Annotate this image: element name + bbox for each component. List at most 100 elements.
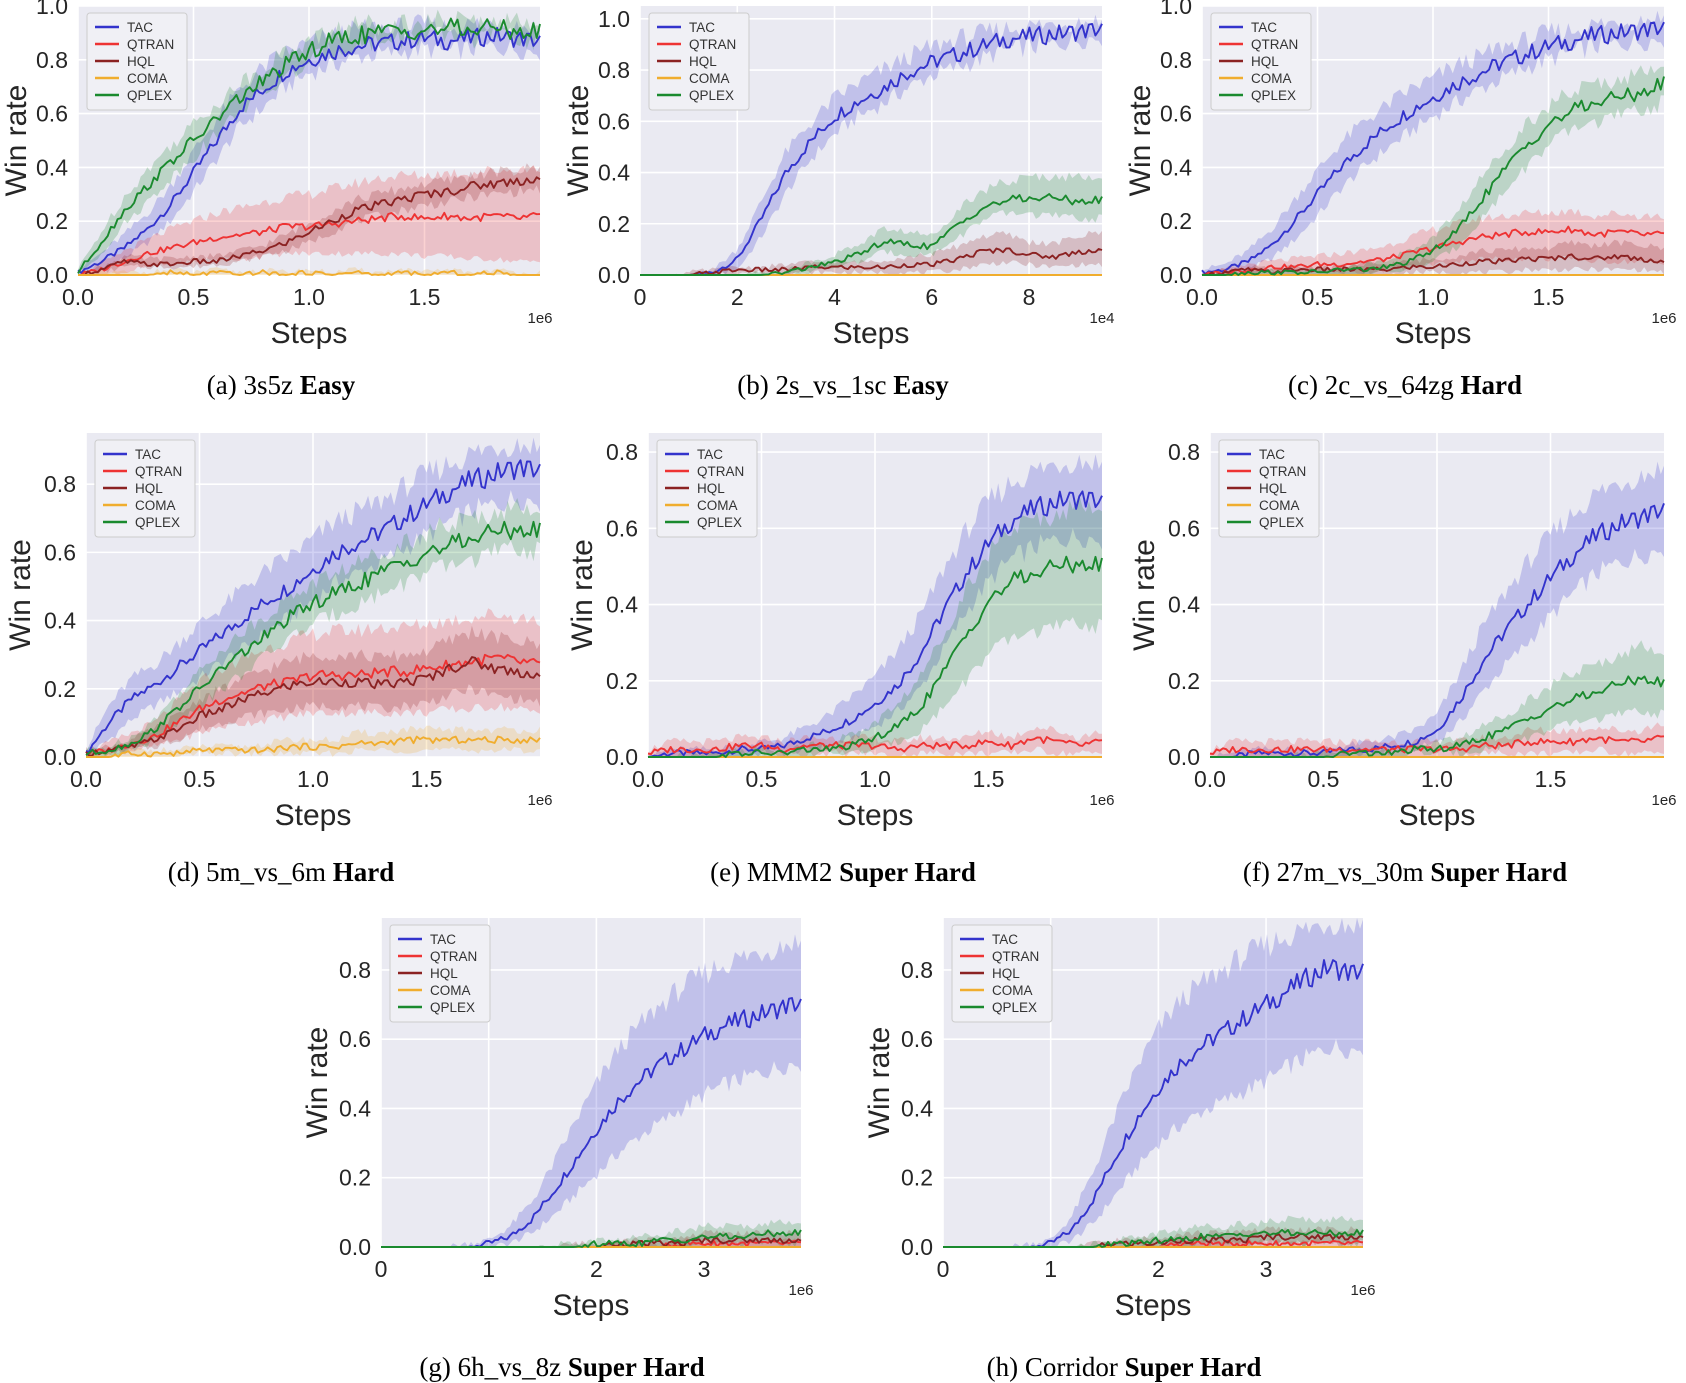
x-tick-label: 0.0 xyxy=(1186,284,1218,310)
legend-label-coma[interactable]: COMA xyxy=(992,983,1033,998)
confidence-band-qtran xyxy=(648,725,1102,757)
caption-difficulty: Hard xyxy=(1460,370,1522,400)
x-tick-label: 8 xyxy=(1023,284,1036,310)
legend-label-qtran[interactable]: QTRAN xyxy=(1251,37,1298,52)
chart-panel-e: 0.0 0.2 0.4 0.6 0.8 0.0 0.5 1.0 1.5 Steps Win rate… xyxy=(562,427,1124,857)
x-tick-label: 2 xyxy=(1152,1256,1165,1282)
legend-label-qtran[interactable]: QTRAN xyxy=(127,37,174,52)
x-axis-title: Steps xyxy=(1399,799,1476,832)
series-line-coma xyxy=(78,269,540,276)
x-axis-title: Steps xyxy=(833,317,910,350)
legend-label-coma[interactable]: COMA xyxy=(689,71,730,86)
legend-box xyxy=(1218,439,1320,538)
x-tick-label: 1.5 xyxy=(409,284,441,310)
confidence-band-coma xyxy=(78,267,540,275)
legend-label-hql[interactable]: HQL xyxy=(135,481,163,496)
x-tick-label: 1 xyxy=(482,1256,495,1282)
y-tick-label: 0.6 xyxy=(339,1026,371,1052)
legend-box xyxy=(94,439,196,538)
caption-c: (c) 2c_vs_64zg Hard xyxy=(1124,370,1686,401)
caption-map: 3s5z xyxy=(243,370,293,400)
x-axis-exponent: 1e6 xyxy=(788,1282,813,1299)
y-tick-label: 0.0 xyxy=(901,1234,933,1260)
legend-label-tac[interactable]: TAC xyxy=(689,20,715,35)
confidence-band-tac xyxy=(1202,10,1664,276)
series-line-qtran xyxy=(647,736,1103,755)
legend-label-tac[interactable]: TAC xyxy=(430,932,456,947)
confidence-band-hql xyxy=(640,230,1102,275)
caption-row-2: (d) 5m_vs_6m Hard (e) MMM2 Super Hard (f… xyxy=(0,857,1686,888)
legend-label-coma[interactable]: COMA xyxy=(697,498,738,513)
y-tick-label: 0.4 xyxy=(901,1095,933,1121)
legend-label-coma[interactable]: COMA xyxy=(1251,71,1292,86)
confidence-band-qtran xyxy=(1210,722,1664,757)
caption-tag: (b) xyxy=(737,370,769,400)
legend-label-hql[interactable]: HQL xyxy=(689,54,717,69)
caption-map: 6h_vs_8z xyxy=(457,1352,562,1382)
legend-label-coma[interactable]: COMA xyxy=(430,983,471,998)
y-tick-label: 0.0 xyxy=(339,1234,371,1260)
legend-label-tac[interactable]: TAC xyxy=(127,20,153,35)
legend-label-qplex[interactable]: QPLEX xyxy=(697,515,742,530)
legend-label-qplex[interactable]: QPLEX xyxy=(992,1000,1037,1015)
caption-map: 2c_vs_64zg xyxy=(1324,370,1454,400)
legend-label-qtran[interactable]: QTRAN xyxy=(697,464,744,479)
legend-label-qplex[interactable]: QPLEX xyxy=(1259,515,1304,530)
legend-label-qplex[interactable]: QPLEX xyxy=(430,1000,475,1015)
legend-label-qtran[interactable]: QTRAN xyxy=(430,949,477,964)
legend-label-qtran[interactable]: QTRAN xyxy=(1259,464,1306,479)
legend-label-hql[interactable]: HQL xyxy=(430,966,458,981)
y-tick-label: 0.0 xyxy=(44,744,76,770)
x-tick-label: 0 xyxy=(634,284,647,310)
legend-label-qtran[interactable]: QTRAN xyxy=(135,464,182,479)
legend-label-coma[interactable]: COMA xyxy=(127,71,168,86)
chart-row-2: 0.0 0.2 0.4 0.6 0.8 0.0 0.5 1.0 1.5 Steps Win rate… xyxy=(0,427,1686,857)
legend-label-tac[interactable]: TAC xyxy=(697,447,723,462)
legend-label-hql[interactable]: HQL xyxy=(992,966,1020,981)
legend-label-hql[interactable]: HQL xyxy=(1251,54,1279,69)
legend-label-qplex[interactable]: QPLEX xyxy=(135,515,180,530)
series-line-tac xyxy=(1210,503,1665,758)
series-line-tac xyxy=(1201,21,1665,275)
legend-box xyxy=(1210,12,1312,111)
legend-label-hql[interactable]: HQL xyxy=(697,481,725,496)
legend-label-qtran[interactable]: QTRAN xyxy=(992,949,1039,964)
y-tick-label: 0.6 xyxy=(606,515,638,541)
legend-label-qplex[interactable]: QPLEX xyxy=(1251,88,1296,103)
x-tick-label: 4 xyxy=(828,284,841,310)
legend-label-qplex[interactable]: QPLEX xyxy=(689,88,734,103)
x-tick-label: 0.0 xyxy=(632,766,664,792)
y-axis-title: Win rate xyxy=(562,85,595,197)
legend-label-coma[interactable]: COMA xyxy=(1259,498,1300,513)
legend-label-tac[interactable]: TAC xyxy=(1251,20,1277,35)
confidence-band-tac xyxy=(1210,461,1664,757)
series-line-qplex xyxy=(1202,76,1665,276)
legend-label-coma[interactable]: COMA xyxy=(135,498,176,513)
chart-panel-b: 0.0 0.2 0.4 0.6 0.8 1.0 0 2 4 6 8 Steps Win rate 1e4 T… xyxy=(562,0,1124,370)
series-line-qtran xyxy=(1209,734,1665,755)
y-tick-label: 0.4 xyxy=(339,1095,371,1121)
legend-label-qplex[interactable]: QPLEX xyxy=(127,88,172,103)
series-line-coma xyxy=(86,735,541,758)
legend-box xyxy=(389,924,491,1023)
y-tick-label: 0.0 xyxy=(36,262,68,288)
legend-label-hql[interactable]: HQL xyxy=(1259,481,1287,496)
y-tick-label: 0.8 xyxy=(598,57,630,83)
caption-map: 27m_vs_30m xyxy=(1276,857,1424,887)
legend-label-tac[interactable]: TAC xyxy=(135,447,161,462)
legend-label-tac[interactable]: TAC xyxy=(1259,447,1285,462)
chart-panel-a: 0.0 0.2 0.4 0.6 0.8 1.0 0.0 0.5 1.0 1.5 Steps Win r… xyxy=(0,0,562,370)
x-tick-label: 2 xyxy=(590,1256,603,1282)
y-axis-title: Win rate xyxy=(0,85,33,197)
y-tick-label: 1.0 xyxy=(36,0,68,19)
x-tick-label: 1.5 xyxy=(1533,284,1565,310)
confidence-band-hql xyxy=(943,1226,1363,1247)
caption-b: (b) 2s_vs_1sc Easy xyxy=(562,370,1124,401)
legend-label-tac[interactable]: TAC xyxy=(992,932,1018,947)
legend-label-hql[interactable]: HQL xyxy=(127,54,155,69)
confidence-band-qplex xyxy=(86,498,540,757)
legend-label-qtran[interactable]: QTRAN xyxy=(689,37,736,52)
y-tick-label: 0.8 xyxy=(901,957,933,983)
x-axis-exponent: 1e6 xyxy=(527,792,552,809)
confidence-band-tac xyxy=(86,437,540,757)
